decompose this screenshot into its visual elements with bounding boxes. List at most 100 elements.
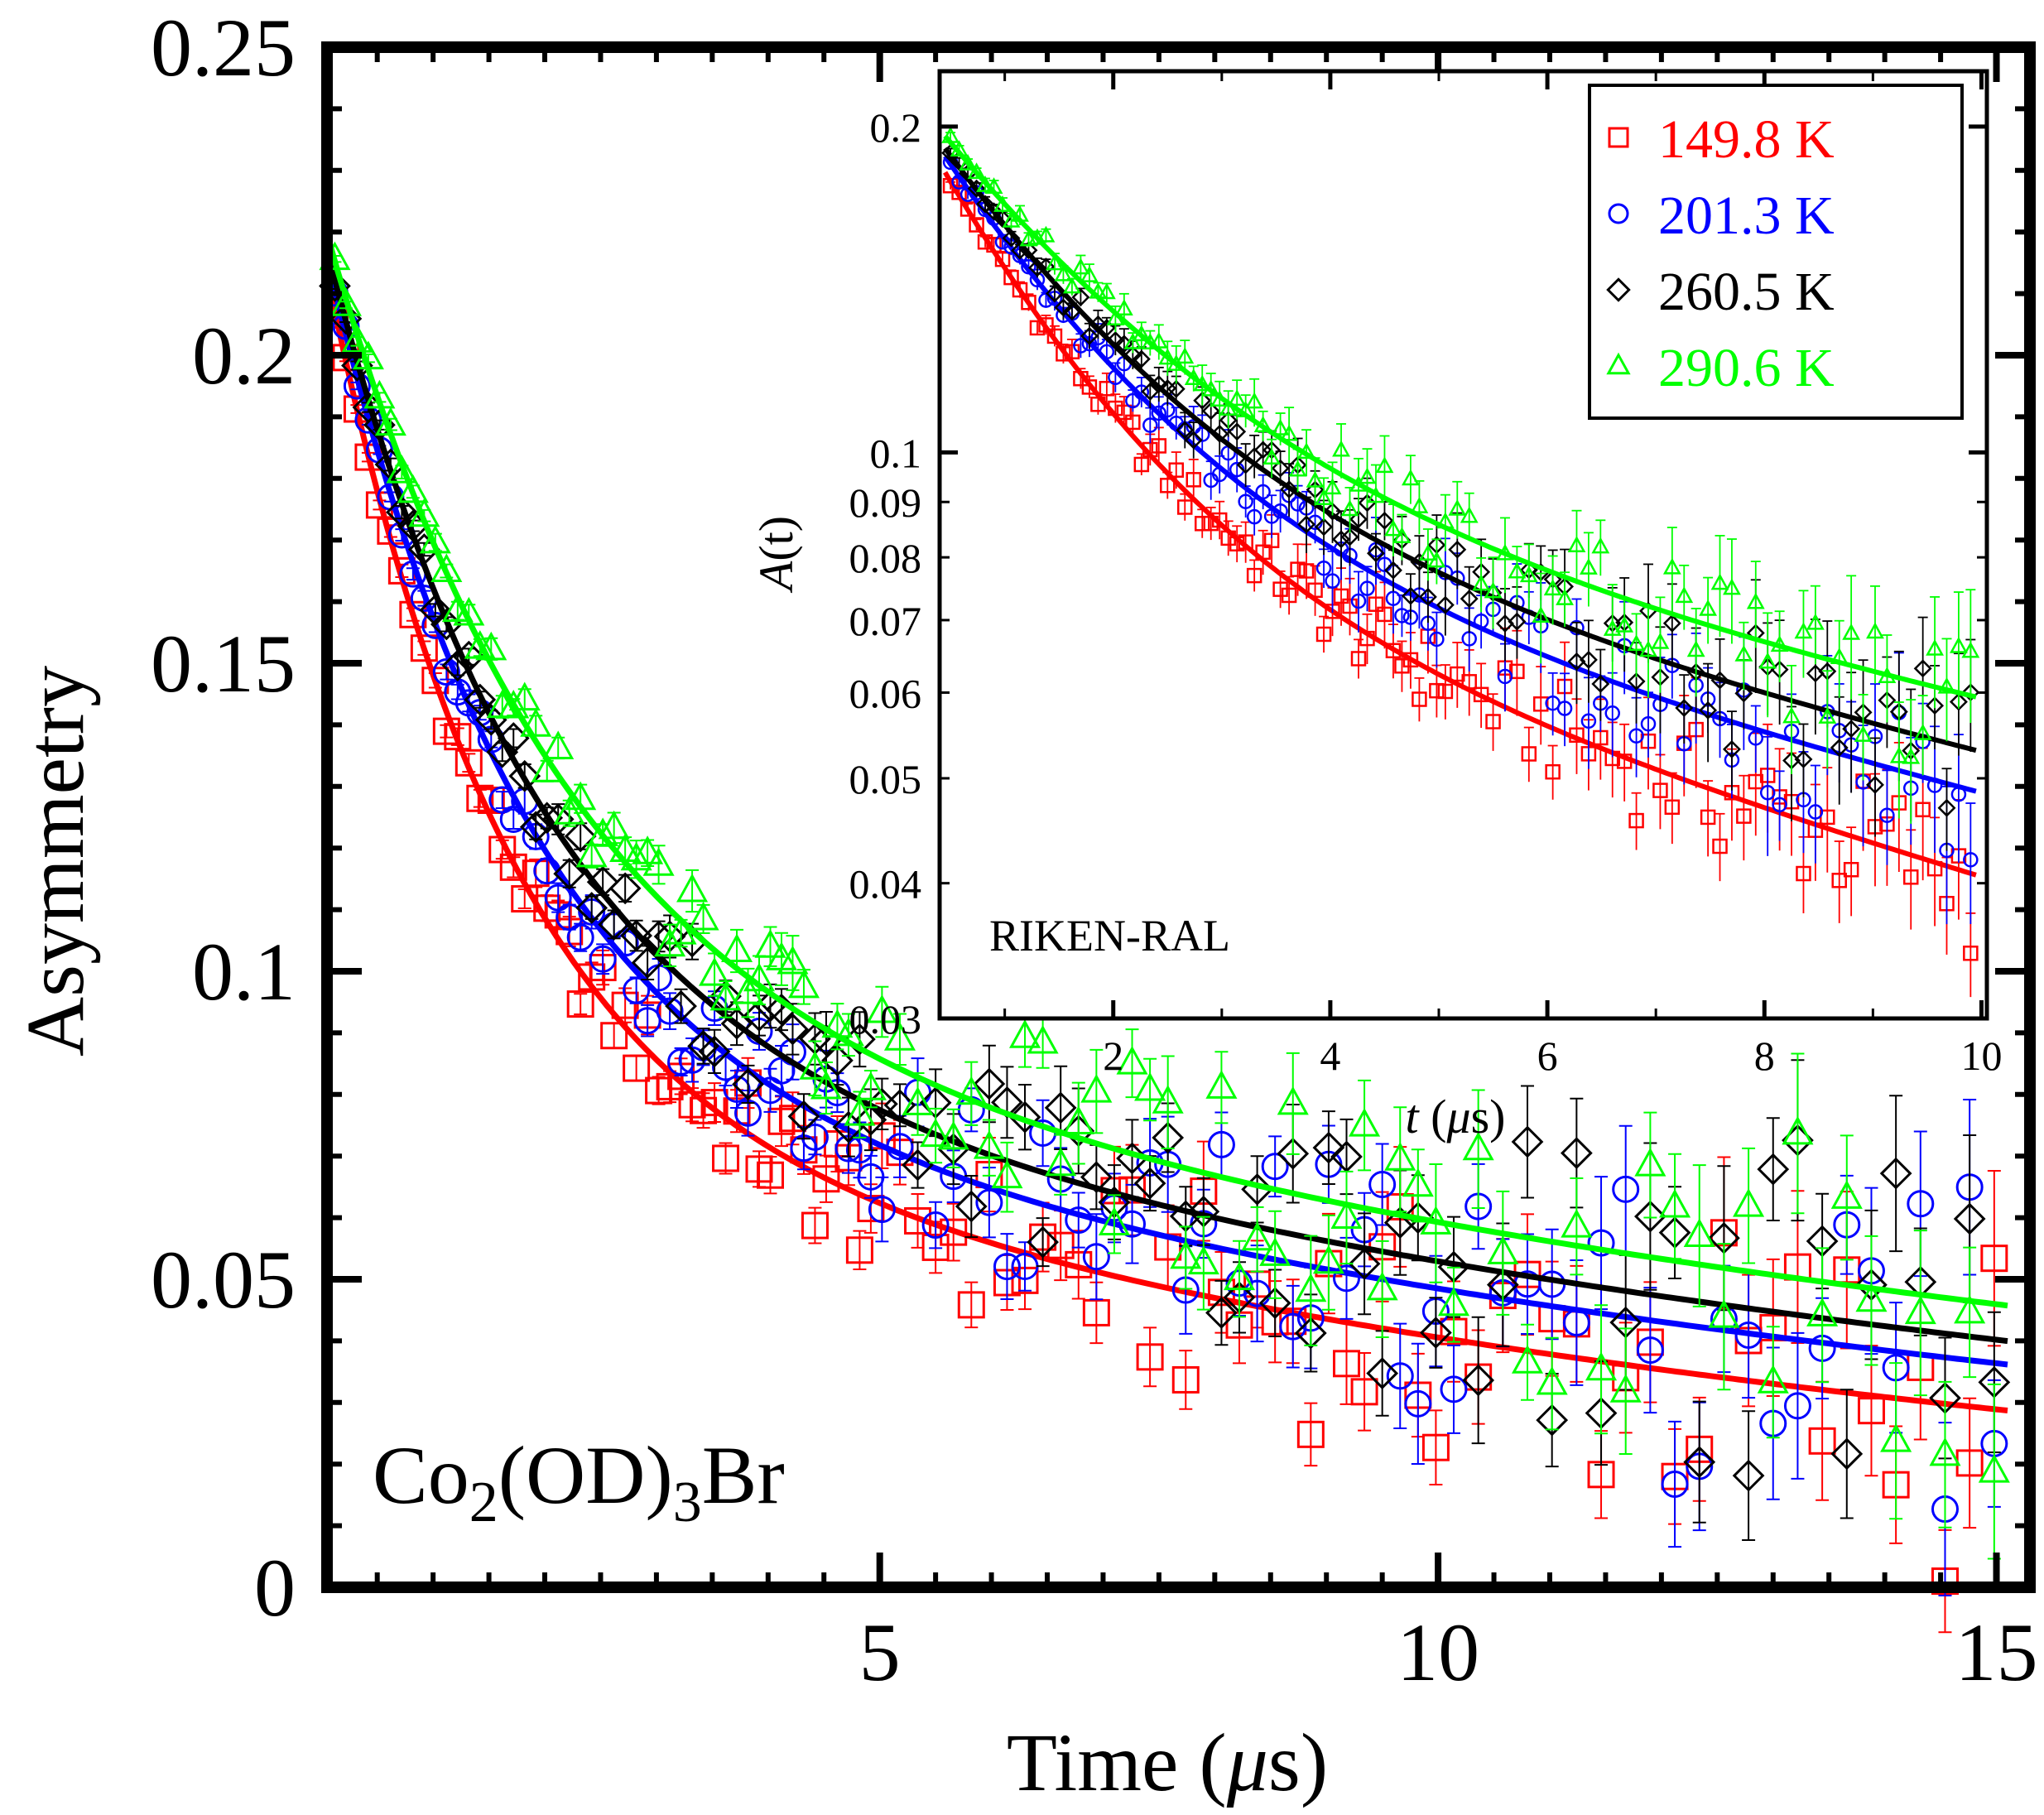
data-point (1366, 1357, 1399, 1389)
inset-data-point (1412, 691, 1427, 707)
data-point (812, 1165, 840, 1193)
inset-data-point (1073, 338, 1089, 354)
data-point (1806, 1297, 1839, 1326)
data-point (589, 945, 617, 973)
data-point (868, 1196, 896, 1224)
data-point (329, 287, 362, 316)
inset-data-point (1460, 506, 1479, 523)
data-point (1487, 1235, 1519, 1264)
data-point (844, 1097, 876, 1126)
data-point (854, 1071, 887, 1100)
inset-data-point (1177, 499, 1193, 515)
inset-data-point (1830, 739, 1849, 758)
data-point (957, 1291, 985, 1319)
data-point (1511, 1345, 1544, 1374)
inset-data-point (1710, 671, 1729, 690)
inset-data-point (1045, 284, 1064, 303)
main-x-axis-label: Time (μs) (1007, 1716, 1328, 1808)
data-point (623, 976, 651, 1004)
inset-data-point (950, 140, 969, 157)
inset-data-point (1054, 298, 1073, 317)
data-point (508, 759, 541, 792)
inset-data-point (1652, 782, 1668, 798)
inset-data-point (1460, 590, 1479, 609)
data-point (832, 1017, 864, 1047)
data-point (1978, 1454, 2010, 1483)
data-point (1636, 1336, 1664, 1365)
data-point (498, 689, 530, 719)
data-point (1187, 1245, 1219, 1275)
inset-data-point (1418, 587, 1437, 606)
inset-series-290_6-K (941, 126, 1980, 824)
data-point (1330, 1200, 1363, 1229)
data-point (430, 553, 463, 583)
data-point (386, 455, 418, 484)
inset-data-point (986, 237, 1002, 253)
inset-data-point (1108, 369, 1123, 386)
inset-data-point (1332, 530, 1350, 549)
inset-data-point (984, 177, 1003, 195)
data-point (341, 324, 373, 353)
inset-data-point (1036, 225, 1056, 243)
inset-data-point (1323, 502, 1342, 521)
inset-data-point (1029, 320, 1046, 336)
inset-data-point (1591, 674, 1610, 693)
inset-data-point (1359, 580, 1375, 596)
legend-label: 149.8 K (1658, 109, 1835, 170)
inset-data-point (1913, 724, 1932, 740)
y-tick-label: 0 (254, 1542, 296, 1634)
inset-data-point (1436, 512, 1455, 529)
inset-data-point (1603, 619, 1622, 636)
inset-data-point (1651, 632, 1670, 649)
inset-data-point (1151, 438, 1167, 454)
inset-data-point (1448, 498, 1467, 516)
inset-data-point (1160, 478, 1176, 493)
inset-data-point (1038, 317, 1054, 333)
inset-data-point (1368, 596, 1384, 612)
inset-data-point (1926, 638, 1944, 656)
inset-data-point (951, 174, 967, 190)
inset-data-point (1194, 516, 1210, 532)
inset-data-point (1664, 799, 1681, 816)
inset-y-tick-label: 0.04 (849, 861, 922, 908)
data-point (1609, 1374, 1642, 1403)
inset-data-point (1238, 534, 1253, 550)
inset-data-point (1132, 349, 1151, 368)
inset-data-point (1401, 586, 1420, 605)
data-point (623, 1054, 651, 1082)
data-point (1734, 1321, 1763, 1349)
data-point (1904, 1295, 1936, 1325)
inset-data-point (1383, 561, 1402, 580)
inset-data-point (1358, 493, 1377, 513)
data-point (955, 1076, 988, 1105)
inset-y-tick-label: 0.1 (870, 430, 922, 476)
data-point (1659, 1188, 1691, 1218)
inset-data-point (1193, 374, 1212, 392)
inset-data-point (1878, 667, 1897, 683)
inset-data-point (1842, 720, 1861, 739)
inset-data-point (1263, 508, 1280, 524)
inset-data-point (1722, 739, 1741, 758)
data-point (1098, 1206, 1130, 1235)
inset-data-point (1429, 631, 1445, 648)
data-point (810, 1070, 842, 1100)
inset-plot: 0.03 0.04 0.05 0.06 0.07 0.08 0.090.1 0.2 2 4 6 8 10… (749, 69, 2002, 1143)
inset-y-tick-label: 0.06 (849, 670, 922, 716)
inset-data-point (1675, 699, 1694, 718)
inset-data-point (1236, 455, 1255, 474)
inset-data-point (1579, 650, 1598, 669)
inset-data-point (1229, 536, 1245, 551)
inset-data-point (1723, 578, 1741, 595)
inset-data-point (1627, 672, 1646, 691)
data-point (632, 835, 664, 864)
inset-y-tick-label: 0.2 (870, 104, 922, 151)
data-point (1241, 1221, 1273, 1251)
data-point (678, 1090, 706, 1119)
inset-data-point (1700, 809, 1716, 826)
data-point (1462, 1131, 1494, 1161)
data-point (1133, 1167, 1166, 1200)
data-point (1279, 1312, 1307, 1341)
data-point (1440, 1375, 1468, 1403)
data-point (1062, 1105, 1094, 1135)
